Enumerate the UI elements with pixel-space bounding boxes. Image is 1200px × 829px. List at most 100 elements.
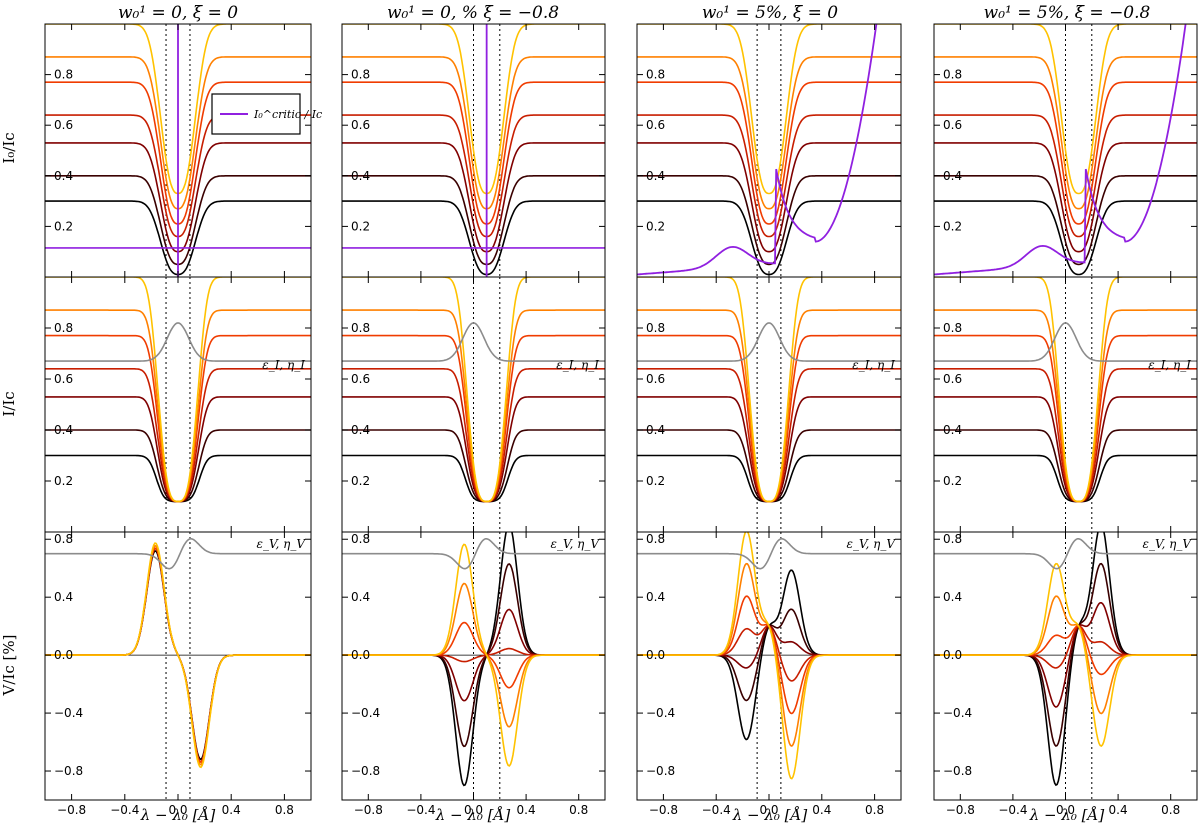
series-3-line <box>637 396 901 503</box>
xlabel-col-2: λ − λ₀ [Å] <box>435 806 511 824</box>
critical-curve-line <box>934 24 1187 276</box>
y-tick-label: −0.4 <box>54 706 83 720</box>
series-3-line <box>342 396 605 503</box>
y-tick-label: 0.2 <box>351 474 370 488</box>
series-4-line <box>637 114 901 238</box>
series-2-line <box>342 175 605 266</box>
series-6-line <box>934 309 1197 503</box>
y-tick-label: −0.4 <box>943 706 972 720</box>
y-tick-label: 0.4 <box>943 423 962 437</box>
y-tick-label: 0.8 <box>646 532 665 546</box>
epsilon-i-profile-line <box>637 322 901 362</box>
y-tick-label: −0.8 <box>54 764 83 778</box>
panel-r3-c2: ε_V, η_V −0.8 −0.4 0.0 0.4 0.8 −0.8 −0.4 0.0 0.4 0… <box>341 531 606 817</box>
epsilon-v-label: ε_V, η_V <box>257 537 307 551</box>
x-tick-label: −0.8 <box>946 803 975 817</box>
x-tick-label: 0.8 <box>1161 803 1180 817</box>
series-4-v-line <box>637 625 901 682</box>
series-1-line <box>342 200 605 276</box>
y-tick-label: 0.0 <box>54 648 73 662</box>
column-title-3: w₀¹ = 5%, ξ = 0 <box>702 3 838 23</box>
y-tick-label: 0.4 <box>646 169 665 183</box>
panel-data <box>342 24 605 277</box>
x-tick-label: 0.0 <box>464 803 483 817</box>
y-tick-label: 0.6 <box>646 372 665 386</box>
y-tick-label: 0.8 <box>54 68 73 82</box>
y-tick-label: 0.8 <box>646 68 665 82</box>
panel-r2-c3: ε_I, η_I 0.2 0.4 0.6 0.8 <box>636 276 902 533</box>
series-7-line <box>934 24 1197 195</box>
y-tick-label: 0.0 <box>646 648 665 662</box>
y-tick-label: 0.4 <box>351 423 370 437</box>
y-tick-label: 0.4 <box>54 169 73 183</box>
y-tick-label: 0.4 <box>351 169 370 183</box>
ylabel-row-i0: I₀/I⁣c <box>0 132 18 163</box>
epsilon-v-label: ε_V, η_V <box>1143 537 1193 551</box>
series-7-line <box>342 277 605 503</box>
x-tick-label: 0.4 <box>812 803 831 817</box>
series-4-line <box>637 368 901 503</box>
y-tick-label: 0.2 <box>646 219 665 233</box>
series-7-v-line <box>934 562 1197 747</box>
y-tick-label: 0.2 <box>54 474 73 488</box>
panel-r2-c4: ε_I, η_I 0.2 0.4 0.6 0.8 <box>933 276 1198 533</box>
epsilon-i-label: ε_I, η_I <box>1148 358 1191 372</box>
x-tick-label: 0.0 <box>759 803 778 817</box>
ylabel-row-v: V/I⁣c [%] <box>0 635 18 697</box>
x-tick-label: 0.8 <box>569 803 588 817</box>
panel-r3-c4: ε_V, η_V −0.8 −0.4 0.0 0.4 0.8 −0.8 −0.4 0.0 0.4 0… <box>933 531 1198 817</box>
series-4-line <box>45 368 311 503</box>
x-tick-label: 0.8 <box>275 803 294 817</box>
series-5-line <box>342 81 605 225</box>
series-7-line <box>637 277 901 503</box>
epsilon-v-label: ε_V, η_V <box>847 537 897 551</box>
y-tick-label: 0.2 <box>646 474 665 488</box>
series-4-line <box>934 114 1197 238</box>
series-2-line <box>934 429 1197 503</box>
series-2-line <box>934 175 1197 266</box>
epsilon-v-profile-line <box>637 538 901 570</box>
y-tick-label: 0.2 <box>54 219 73 233</box>
column-title-1: w₀¹ = 0, ξ = 0 <box>118 3 238 23</box>
xlabel-col-1: λ − λ₀ [Å] <box>140 806 216 824</box>
epsilon-v-label: ε_V, η_V <box>551 537 601 551</box>
series-6-line <box>342 309 605 503</box>
x-tick-label: 0.4 <box>517 803 536 817</box>
epsilon-i-profile-line <box>934 322 1197 362</box>
series-6-line <box>637 56 901 210</box>
legend-label: I₀^critic / I⁣c <box>253 108 322 121</box>
series-6-line <box>637 309 901 503</box>
panel-data <box>934 24 1197 277</box>
series-2-line <box>342 429 605 503</box>
y-tick-label: 0.2 <box>351 219 370 233</box>
y-tick-label: 0.4 <box>646 423 665 437</box>
panel-r1-c2: 0.2 0.4 0.6 0.8 <box>341 23 606 278</box>
y-tick-label: 0.8 <box>54 532 73 546</box>
panel-r1-c3: 0.2 0.4 0.6 0.8 <box>636 23 902 278</box>
panel-frame <box>636 23 902 278</box>
panel-data <box>45 532 311 800</box>
y-tick-label: −0.4 <box>646 706 675 720</box>
x-tick-label: −0.4 <box>406 803 435 817</box>
panel-frame <box>636 276 902 533</box>
series-4-line <box>934 368 1197 503</box>
y-tick-label: 0.8 <box>943 68 962 82</box>
series-4-line <box>342 114 605 238</box>
panel-data <box>637 277 901 532</box>
column-title-4: w₀¹ = 5%, ξ = −0.8 <box>984 3 1151 23</box>
series-3-line <box>342 142 605 253</box>
panel-data <box>637 24 901 277</box>
series-2-line <box>637 429 901 503</box>
series-7-v-line <box>45 542 311 769</box>
x-tick-label: −0.8 <box>354 803 383 817</box>
series-5-line <box>637 81 901 225</box>
series-7-line <box>934 277 1197 503</box>
y-tick-label: −0.8 <box>351 764 380 778</box>
epsilon-i-profile-line <box>45 322 311 362</box>
y-tick-label: 0.0 <box>351 648 370 662</box>
column-title-2: w₀¹ = 0, % ξ = −0.8 <box>387 3 559 23</box>
panels: 0.20.40.60.8ε_I, η_I0.20.40.60.8ε_V, η_V… <box>44 23 1198 817</box>
x-tick-label: 0.0 <box>168 803 187 817</box>
y-tick-label: 0.8 <box>943 532 962 546</box>
